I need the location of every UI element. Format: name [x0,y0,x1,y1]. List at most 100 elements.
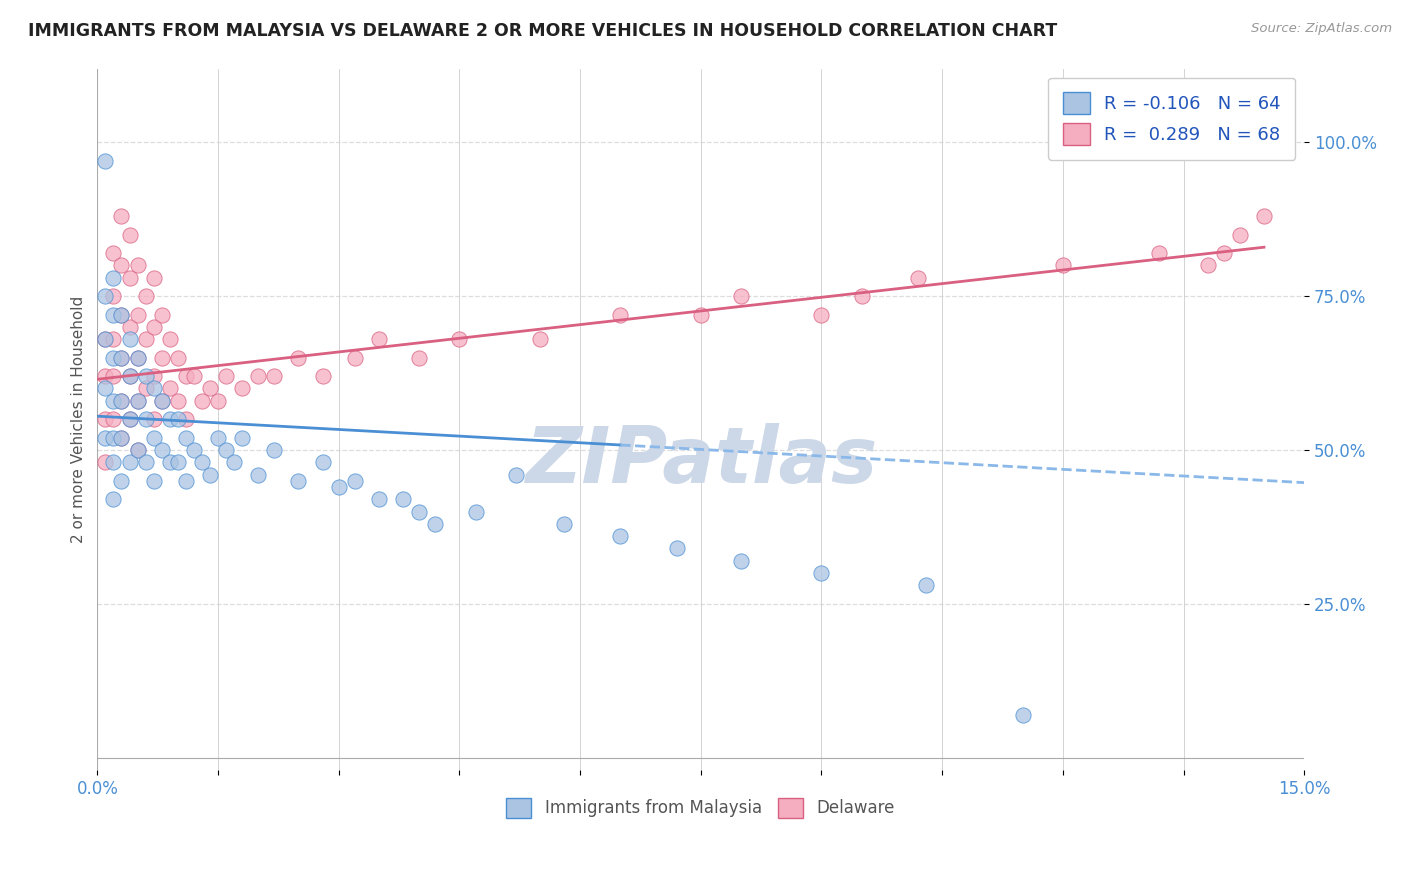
Point [247,369,270,384]
Point [408,351,430,365]
Point [174,431,197,445]
Point [166,351,188,365]
Point [1149,246,1171,260]
Point [215,369,238,384]
Point [118,227,141,242]
Point [135,412,157,426]
Point [118,270,141,285]
Point [150,393,173,408]
Point [127,351,149,365]
Point [191,455,214,469]
Point [94,431,117,445]
Point [110,308,132,322]
Point [166,412,188,426]
Point [103,412,125,426]
Point [198,467,221,482]
Point [328,480,350,494]
Point [609,308,631,322]
Point [103,270,125,285]
Point [311,455,333,469]
Point [127,443,149,458]
Point [198,382,221,396]
Point [665,541,688,556]
Point [142,270,165,285]
Point [110,431,132,445]
Point [110,393,132,408]
Point [529,332,551,346]
Point [103,332,125,346]
Point [118,369,141,384]
Point [110,259,132,273]
Point [553,516,575,531]
Point [1253,209,1275,223]
Point [103,369,125,384]
Point [118,332,141,346]
Point [142,431,165,445]
Point [118,412,141,426]
Point [94,289,117,303]
Point [103,351,125,365]
Point [159,412,181,426]
Point [103,246,125,260]
Point [174,412,197,426]
Point [915,578,938,592]
Point [142,320,165,334]
Point [1229,227,1251,242]
Point [118,369,141,384]
Point [94,332,117,346]
Point [159,382,181,396]
Point [103,431,125,445]
Point [287,474,309,488]
Point [215,443,238,458]
Point [110,351,132,365]
Point [110,393,132,408]
Point [263,443,285,458]
Text: Source: ZipAtlas.com: Source: ZipAtlas.com [1251,22,1392,36]
Point [127,259,149,273]
Point [689,308,711,322]
Point [118,455,141,469]
Point [183,443,205,458]
Point [505,467,527,482]
Point [142,369,165,384]
Point [368,332,391,346]
Point [174,474,197,488]
Point [368,492,391,507]
Point [135,382,157,396]
Point [142,474,165,488]
Point [159,455,181,469]
Point [224,455,246,469]
Point [127,443,149,458]
Text: ZIPatlas: ZIPatlas [524,424,877,500]
Point [135,369,157,384]
Point [150,443,173,458]
Point [851,289,873,303]
Point [464,504,486,518]
Point [810,308,832,322]
Point [94,455,117,469]
Point [1212,246,1234,260]
Point [810,566,832,580]
Point [730,289,752,303]
Point [150,393,173,408]
Point [231,431,253,445]
Point [907,270,929,285]
Point [183,369,205,384]
Y-axis label: 2 or more Vehicles in Household: 2 or more Vehicles in Household [72,295,86,543]
Point [150,351,173,365]
Point [142,382,165,396]
Point [392,492,415,507]
Legend: Immigrants from Malaysia, Delaware: Immigrants from Malaysia, Delaware [499,791,901,825]
Point [191,393,214,408]
Point [127,393,149,408]
Point [127,308,149,322]
Point [135,332,157,346]
Point [94,332,117,346]
Point [118,412,141,426]
Point [103,455,125,469]
Point [231,382,253,396]
Point [174,369,197,384]
Point [730,554,752,568]
Point [110,209,132,223]
Point [94,369,117,384]
